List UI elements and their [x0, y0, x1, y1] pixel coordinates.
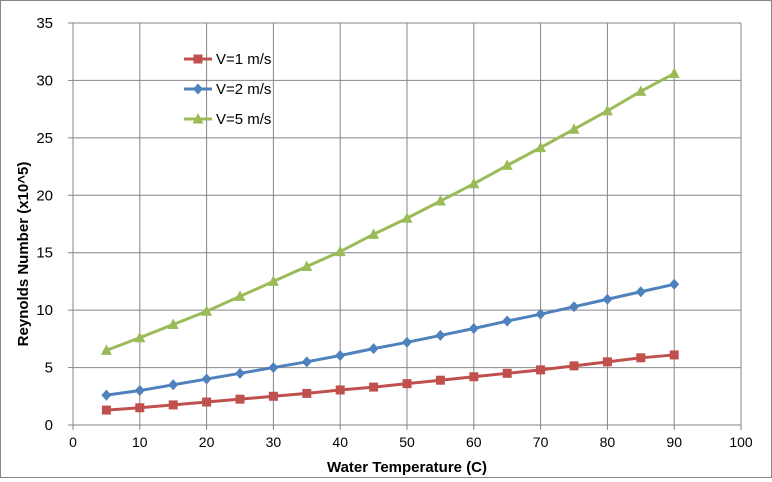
data-point [402, 336, 412, 348]
data-point [268, 362, 279, 374]
data-point [668, 67, 680, 79]
data-point [535, 141, 547, 153]
axes: 0 10 20 30 40 50 60 70 80 90 100 0 5 10 15 20 25 30 35 [36, 15, 753, 450]
legend-item: V=5 m/s [184, 111, 271, 128]
data-point [536, 365, 546, 375]
legend-item: V=2 m/s [184, 81, 271, 98]
data-point [101, 405, 111, 415]
data-point [435, 329, 446, 341]
y-tick-label: 25 [36, 130, 53, 147]
data-point [435, 375, 445, 385]
data-point [101, 389, 112, 401]
data-point [535, 308, 546, 320]
data-point [368, 343, 379, 355]
series-line [106, 282, 675, 397]
data-point [335, 350, 346, 362]
data-point [635, 85, 647, 96]
data-point [201, 373, 212, 385]
x-tick-label: 0 [69, 434, 77, 450]
x-tick-label: 60 [466, 434, 482, 450]
data-point [401, 212, 413, 223]
data-point [402, 379, 412, 389]
data-point [501, 159, 513, 170]
x-tick-label: 100 [729, 434, 753, 450]
series-v-5-m-s [100, 67, 680, 355]
data-point [635, 286, 646, 298]
legend-marker [193, 83, 203, 95]
x-tick-label: 90 [666, 434, 682, 450]
legend-label: V=5 m/s [216, 111, 271, 128]
data-point [135, 403, 145, 413]
data-point [134, 331, 146, 343]
data-point [235, 394, 245, 404]
data-point [235, 367, 245, 379]
data-point [335, 385, 345, 395]
data-point [268, 391, 278, 401]
data-point [636, 353, 646, 363]
x-tick-label: 30 [266, 434, 282, 450]
data-point [267, 275, 279, 286]
data-point [569, 361, 579, 371]
series-line [105, 72, 675, 352]
data-point [168, 400, 178, 410]
y-tick-label: 0 [45, 417, 53, 434]
legend-label: V=1 m/s [216, 51, 271, 68]
x-axis-title: Water Temperature (C) [327, 459, 487, 476]
x-tick-label: 70 [533, 434, 549, 450]
data-point [502, 315, 513, 327]
data-point [234, 290, 246, 301]
data-point [202, 397, 212, 407]
y-tick-label: 10 [36, 302, 53, 319]
y-tick-label: 15 [36, 245, 53, 262]
legend-label: V=2 m/s [216, 81, 271, 98]
x-tick-label: 20 [199, 434, 215, 450]
data-point [602, 293, 613, 305]
data-point [201, 305, 213, 316]
y-tick-label: 35 [36, 15, 53, 32]
data-point [369, 382, 379, 392]
y-tick-label: 5 [45, 360, 53, 377]
data-point [468, 177, 480, 189]
data-point [168, 379, 179, 391]
data-point [301, 356, 312, 368]
legend: V=1 m/s V=2 m/s V=5 m/s [184, 51, 271, 128]
series-line [106, 353, 675, 412]
data-point [334, 245, 346, 257]
data-point [469, 372, 479, 382]
data-point [301, 260, 313, 271]
data-point [569, 301, 579, 313]
data-point [602, 357, 612, 367]
data-point [468, 323, 479, 335]
series-layer [100, 67, 680, 415]
data-point [669, 350, 679, 360]
legend-item: V=1 m/s [184, 51, 271, 68]
data-point [134, 385, 145, 397]
data-point [434, 195, 446, 206]
data-point [302, 388, 312, 398]
y-tick-label: 20 [36, 187, 53, 204]
x-tick-label: 50 [399, 434, 415, 450]
data-point [669, 278, 680, 290]
data-point [368, 228, 380, 239]
gridlines [73, 22, 742, 425]
data-point [568, 123, 580, 134]
data-point [502, 368, 512, 378]
y-axis-title: Reynolds Number (x10^5) [15, 162, 32, 347]
data-point [167, 318, 179, 329]
x-tick-label: 10 [132, 434, 148, 450]
legend-marker [193, 54, 203, 64]
series-v-1-m-s [101, 350, 679, 415]
x-tick-label: 40 [332, 434, 348, 450]
data-point [100, 344, 112, 355]
x-tick-label: 80 [600, 434, 616, 450]
legend-marker [192, 113, 204, 124]
y-tick-label: 30 [36, 72, 53, 89]
data-point [601, 104, 613, 116]
series-v-2-m-s [101, 278, 680, 401]
